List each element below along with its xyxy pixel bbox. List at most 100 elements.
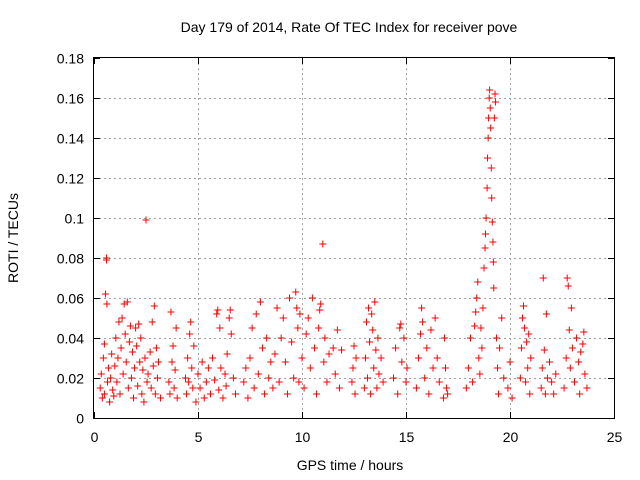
data-point (118, 314, 126, 322)
data-point (147, 384, 155, 392)
data-point (209, 354, 217, 362)
data-point (103, 300, 111, 308)
data-point (439, 394, 447, 402)
data-point (310, 344, 318, 352)
data-point (99, 354, 107, 362)
data-point (185, 378, 193, 386)
data-point (481, 230, 489, 238)
data-point (290, 374, 298, 382)
data-point (365, 304, 373, 312)
data-point (540, 346, 548, 354)
grid-lines (94, 58, 614, 418)
data-point (524, 364, 532, 372)
data-point (119, 370, 127, 378)
data-point (429, 364, 437, 372)
data-point (537, 384, 545, 392)
data-point (329, 344, 337, 352)
data-point (190, 342, 198, 350)
data-point (550, 390, 558, 398)
data-point (392, 344, 400, 352)
data-point (222, 382, 230, 390)
data-point (286, 294, 294, 302)
data-point (371, 298, 379, 306)
data-point (360, 384, 368, 392)
data-point (223, 350, 231, 358)
data-point (487, 164, 495, 172)
data-point (202, 378, 210, 386)
data-point (240, 378, 248, 386)
data-point (483, 184, 491, 192)
data-point (132, 324, 140, 332)
data-point (548, 378, 556, 386)
data-point (373, 384, 381, 392)
data-point (213, 310, 221, 318)
axis-ticks: 0 0.02 0.04 0.06 0.08 0.1 0.12 0.14 0.16 0.18 0 5 10… (57, 51, 623, 446)
data-point (198, 358, 206, 366)
data-point (211, 376, 219, 384)
data-point (496, 344, 504, 352)
data-point (184, 354, 192, 362)
data-point (114, 354, 122, 362)
y-tick-label: 0.02 (57, 371, 84, 387)
data-point (136, 358, 144, 366)
data-point (142, 216, 150, 224)
x-tick-label: 0 (91, 429, 99, 445)
data-point (171, 366, 179, 374)
data-point (491, 98, 499, 106)
data-point (146, 348, 154, 356)
data-point (168, 358, 176, 366)
data-point (135, 320, 143, 328)
data-point (254, 370, 262, 378)
data-point (182, 374, 190, 382)
data-point (108, 350, 116, 358)
data-point (143, 378, 151, 386)
data-point (563, 274, 571, 282)
data-point (256, 298, 264, 306)
data-point (538, 364, 546, 372)
data-point (367, 390, 375, 398)
data-point (348, 378, 356, 386)
y-tick-label: 0 (76, 411, 84, 427)
data-point (269, 384, 277, 392)
data-point (187, 318, 195, 326)
data-point (506, 358, 514, 366)
data-point (157, 394, 165, 402)
data-point (128, 348, 136, 356)
data-point (575, 358, 583, 366)
data-point (486, 104, 494, 112)
data-point (403, 364, 411, 372)
data-point (431, 314, 439, 322)
data-point (364, 374, 372, 382)
data-point (111, 362, 119, 370)
data-point (306, 364, 314, 372)
data-point (325, 350, 333, 358)
data-point (566, 364, 574, 372)
data-point (124, 384, 132, 392)
data-point (144, 370, 152, 378)
data-point (319, 240, 327, 248)
data-point (475, 354, 483, 362)
data-point (488, 218, 496, 226)
data-point (576, 390, 584, 398)
data-point (546, 358, 554, 366)
data-point (302, 330, 310, 338)
data-point (518, 314, 526, 322)
data-point (172, 324, 180, 332)
data-point (252, 310, 260, 318)
data-point (107, 374, 115, 382)
data-point (444, 390, 452, 398)
data-point (308, 294, 316, 302)
data-point (495, 390, 503, 398)
data-point (482, 214, 490, 222)
data-point (476, 370, 484, 378)
data-point (583, 384, 591, 392)
data-point (215, 386, 223, 394)
data-point (443, 384, 451, 392)
data-point (520, 302, 528, 310)
data-point (296, 310, 304, 318)
data-point (204, 364, 212, 372)
data-point (294, 324, 302, 332)
data-point (331, 370, 339, 378)
data-point (117, 344, 125, 352)
x-axis-label: GPS time / hours (297, 457, 404, 473)
